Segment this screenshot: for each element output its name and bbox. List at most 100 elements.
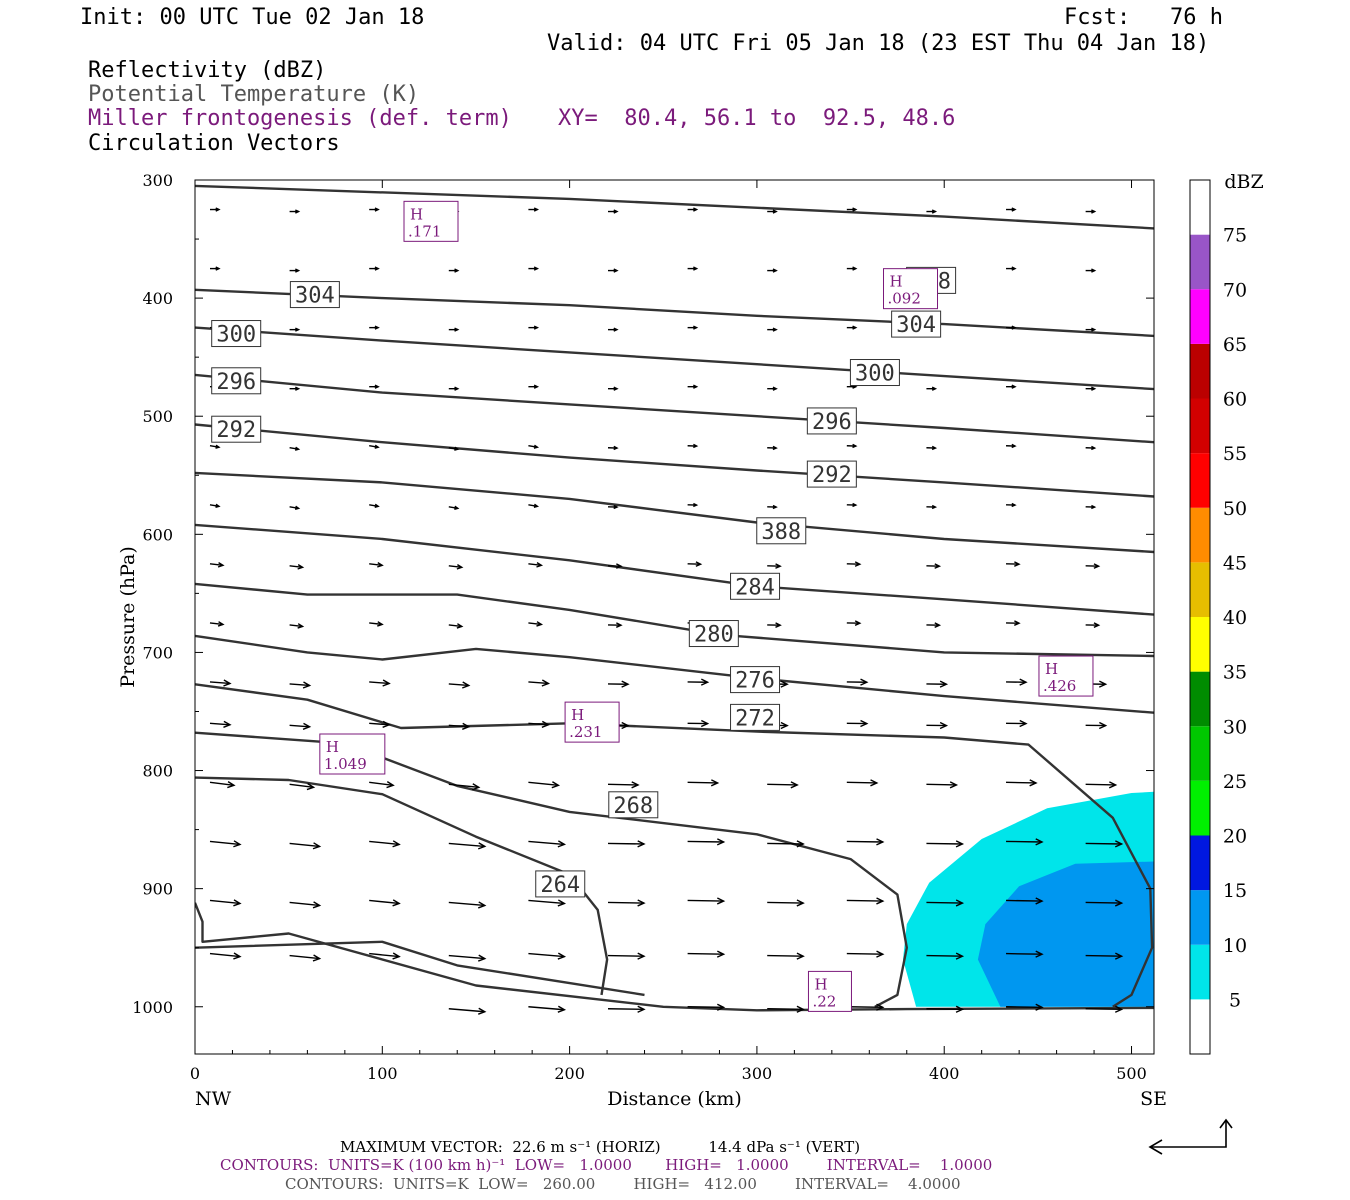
circulation-vector-head — [377, 562, 384, 568]
circulation-vector-head — [557, 840, 567, 848]
reflectivity-fill — [903, 791, 1154, 1007]
vector-scale-icon — [1148, 1118, 1233, 1155]
circulation-vector-head — [693, 266, 699, 271]
theta-label-268-box — [608, 791, 659, 819]
circulation-vector-head — [1173, 562, 1178, 566]
circulation-vector-head — [852, 502, 858, 508]
circulation-vector-head — [533, 503, 540, 508]
theta-label-268: 268 — [613, 794, 653, 819]
circulation-vector-head — [477, 1007, 487, 1015]
circulation-vector-head — [955, 1005, 965, 1013]
circulation-vector — [209, 899, 241, 905]
circulation-vector-head — [215, 207, 221, 212]
circulation-vector-head — [477, 842, 487, 850]
circulation-vector — [448, 954, 485, 960]
circulation-vector-head — [790, 781, 799, 789]
theta-label-276-box — [730, 666, 781, 694]
circulation-vector-head — [374, 207, 380, 212]
circulation-vector — [448, 565, 462, 569]
colorbar-segment — [1190, 726, 1210, 781]
circulation-vector-head — [931, 445, 938, 451]
colorbar-segment — [1190, 398, 1210, 454]
circulation-vector-head — [541, 679, 551, 687]
circulation-vector — [846, 952, 883, 955]
circulation-vector — [369, 681, 390, 685]
circulation-vector-head — [796, 1005, 805, 1013]
x-tick-label: 400 — [929, 1064, 960, 1083]
circulation-vector-head — [1013, 620, 1021, 626]
circulation-vector — [289, 901, 320, 907]
circulation-vector — [846, 899, 883, 902]
circulation-vector — [289, 954, 320, 960]
frontogenesis-max-box — [319, 733, 386, 775]
forecast-hour: Fcst: 76 h — [1064, 5, 1223, 30]
circulation-vector-head — [613, 268, 619, 273]
colorbar-segment — [1190, 343, 1210, 399]
colorbar-segment — [1190, 835, 1210, 891]
circulation-vector-head — [931, 504, 938, 510]
circulation-vector-head — [780, 721, 789, 730]
colorbar: 5 10 15 20 25 30 35 40 45 50 55 60 65 70 75 dBZ — [1189, 171, 1264, 1055]
theta-label-304-b: 304 — [896, 313, 936, 338]
circulation-vector-head — [772, 268, 778, 273]
circulation-vector-head — [876, 1003, 885, 1011]
circulation-vector-head — [772, 504, 778, 510]
circulation-vector — [448, 842, 485, 848]
circulation-vector-head — [306, 783, 316, 791]
colorbar-segment — [1190, 617, 1210, 672]
y-tick-label: 600 — [142, 525, 173, 544]
frontogenesis-max-value: .231 — [569, 723, 602, 741]
circulation-vector-head — [1019, 678, 1028, 686]
circulation-vector-head — [302, 722, 312, 730]
circulation-vector-head — [700, 678, 710, 686]
circulation-vector-head — [233, 899, 242, 907]
y-tick-label: 900 — [142, 880, 173, 899]
circulation-vector-head — [1011, 325, 1017, 330]
circulation-vector — [1006, 1006, 1043, 1009]
circulation-vector-head — [700, 719, 710, 728]
circulation-vector-head — [454, 505, 460, 510]
circulation-vector-head — [716, 1003, 726, 1011]
circulation-vector-head — [637, 899, 646, 907]
circulation-vector-head — [1098, 721, 1108, 730]
circulation-vector — [687, 840, 724, 843]
circulation-vector — [1085, 901, 1122, 904]
circulation-vector-head — [1091, 504, 1097, 510]
circulation-vector — [448, 901, 485, 907]
circulation-vector — [528, 952, 565, 958]
circulation-vector-head — [302, 681, 312, 689]
circulation-vector-head — [312, 842, 322, 850]
x-tick-label: 300 — [742, 1064, 773, 1083]
circulation-vector-head — [533, 444, 540, 449]
circulation-vector-head — [796, 952, 805, 960]
circulation-vector — [289, 783, 314, 789]
circulation-vector-head — [1091, 445, 1097, 451]
circulation-vector — [1006, 952, 1043, 955]
circulation-vector — [1085, 1008, 1122, 1011]
theta-label-300-b: 300 — [855, 362, 895, 387]
field-vectors-title: Circulation Vectors — [88, 131, 340, 156]
circulation-vector — [767, 954, 804, 957]
circulation-vector-head — [955, 952, 965, 960]
circulation-vector-head — [295, 268, 301, 273]
y-axis-title: Pressure (hPa) — [117, 546, 139, 688]
theta-label-292-box — [211, 415, 262, 443]
circulation-vector — [209, 563, 224, 567]
circulation-vector-head — [775, 563, 782, 569]
circulation-vector — [289, 724, 310, 728]
circulation-vector — [448, 624, 462, 628]
circulation-vector-head — [693, 502, 699, 508]
frontogenesis-max-letter: H — [571, 706, 584, 724]
circulation-vector — [607, 842, 645, 845]
circulation-vector-head — [613, 504, 619, 510]
circulation-vector-head — [852, 443, 858, 449]
circulation-vector-head — [233, 840, 242, 848]
circulation-vector-head — [780, 680, 789, 688]
x-tick-label: 100 — [367, 1064, 398, 1083]
circulation-vector — [846, 781, 877, 784]
circulation-vector — [607, 954, 645, 957]
circulation-vector-head — [870, 779, 879, 787]
circulation-vector-head — [637, 1005, 646, 1013]
circulation-vector — [209, 722, 231, 726]
circulation-vector — [767, 901, 804, 904]
